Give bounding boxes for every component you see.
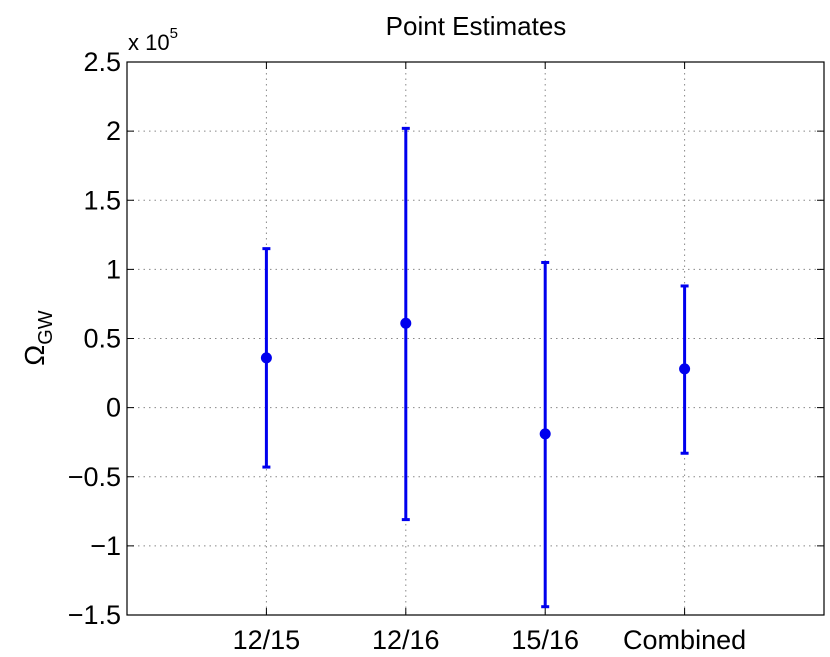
- y-tick-label: −0.5: [68, 462, 121, 492]
- y-multiplier-exponent: 5: [170, 25, 178, 42]
- data-point: [400, 317, 412, 329]
- error-bars: [260, 126, 691, 609]
- y-multiplier-base: x 10: [128, 30, 170, 55]
- y-tick-label: 0.5: [83, 324, 121, 354]
- y-axis-label-subscript: GW: [35, 310, 57, 345]
- y-multiplier-label: x 105: [128, 25, 178, 55]
- y-tick-labels: −1.5 −1 −0.5 0 0.5 1 1.5 2 2.5: [68, 47, 121, 630]
- y-tick-label: 2: [106, 116, 121, 146]
- x-tick-label: 12/16: [372, 625, 440, 655]
- x-tick-labels: 12/15 12/16 15/16 Combined: [233, 625, 747, 655]
- y-axis-label-symbol: Ω: [19, 345, 50, 366]
- x-tick-label: Combined: [623, 625, 746, 655]
- y-axis-label: ΩGW: [19, 310, 57, 365]
- y-tick-label: 2.5: [83, 47, 121, 77]
- y-tick-label: 1.5: [83, 185, 121, 215]
- y-tick-label: −1.5: [68, 600, 121, 630]
- chart-title: Point Estimates: [386, 11, 567, 41]
- y-tick-label: 0: [106, 393, 121, 423]
- plot-frame: [126, 61, 825, 616]
- y-tick-label: 1: [106, 254, 121, 284]
- x-tick-label: 15/16: [511, 625, 579, 655]
- y-tick-label: −1: [90, 531, 121, 561]
- x-tick-label: 12/15: [233, 625, 301, 655]
- data-point: [679, 363, 691, 375]
- data-point: [539, 428, 551, 440]
- data-point: [260, 352, 272, 364]
